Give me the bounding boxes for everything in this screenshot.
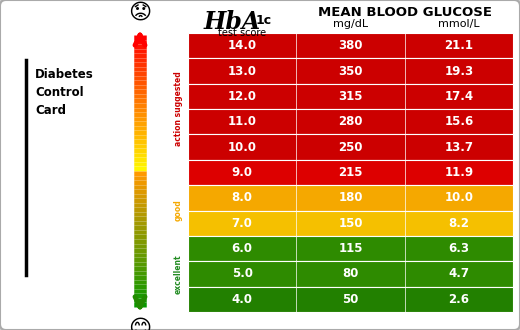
Bar bbox=[188, 185, 513, 211]
Text: 215: 215 bbox=[338, 166, 363, 179]
Text: 13.7: 13.7 bbox=[444, 141, 473, 154]
Text: HbA: HbA bbox=[203, 10, 261, 34]
Text: 315: 315 bbox=[338, 90, 363, 103]
Text: 😊: 😊 bbox=[128, 319, 152, 330]
Text: 10.0: 10.0 bbox=[444, 191, 473, 204]
Text: 11.0: 11.0 bbox=[228, 115, 257, 128]
Text: 5.0: 5.0 bbox=[232, 267, 253, 280]
Text: 8.2: 8.2 bbox=[448, 217, 470, 230]
Bar bbox=[188, 287, 513, 312]
Text: action suggested: action suggested bbox=[174, 72, 183, 147]
Text: 1c: 1c bbox=[255, 14, 271, 27]
Text: 8.0: 8.0 bbox=[232, 191, 253, 204]
Text: 15.6: 15.6 bbox=[444, 115, 473, 128]
Text: mg/dL: mg/dL bbox=[333, 19, 368, 29]
Bar bbox=[188, 33, 513, 58]
Text: 14.0: 14.0 bbox=[228, 39, 257, 52]
Text: 350: 350 bbox=[338, 65, 363, 78]
Text: 13.0: 13.0 bbox=[228, 65, 257, 78]
Text: MEAN BLOOD GLUCOSE: MEAN BLOOD GLUCOSE bbox=[318, 6, 492, 19]
Text: 6.0: 6.0 bbox=[232, 242, 253, 255]
Text: 10.0: 10.0 bbox=[228, 141, 257, 154]
Text: 2.6: 2.6 bbox=[448, 293, 470, 306]
Bar bbox=[188, 84, 513, 109]
Text: 180: 180 bbox=[338, 191, 363, 204]
Bar bbox=[188, 160, 513, 185]
Text: 9.0: 9.0 bbox=[232, 166, 253, 179]
Text: 115: 115 bbox=[338, 242, 363, 255]
Text: 150: 150 bbox=[338, 217, 363, 230]
Bar bbox=[188, 261, 513, 287]
Text: good: good bbox=[174, 200, 183, 221]
Text: 7.0: 7.0 bbox=[232, 217, 253, 230]
Bar bbox=[188, 211, 513, 236]
Text: excellent: excellent bbox=[174, 254, 183, 294]
Text: 380: 380 bbox=[338, 39, 363, 52]
Text: 250: 250 bbox=[338, 141, 363, 154]
Text: 11.9: 11.9 bbox=[444, 166, 473, 179]
Text: 80: 80 bbox=[342, 267, 359, 280]
Text: 😟: 😟 bbox=[128, 3, 152, 23]
Bar bbox=[188, 109, 513, 134]
Bar bbox=[188, 236, 513, 261]
Text: 12.0: 12.0 bbox=[228, 90, 257, 103]
Text: 4.7: 4.7 bbox=[448, 267, 470, 280]
Text: 6.3: 6.3 bbox=[448, 242, 470, 255]
Text: 21.1: 21.1 bbox=[444, 39, 473, 52]
Text: 280: 280 bbox=[338, 115, 363, 128]
Bar bbox=[188, 58, 513, 84]
Text: test score: test score bbox=[218, 28, 266, 38]
Text: mmol/L: mmol/L bbox=[438, 19, 479, 29]
Text: Diabetes
Control
Card: Diabetes Control Card bbox=[35, 68, 94, 117]
Text: 4.0: 4.0 bbox=[232, 293, 253, 306]
Text: 50: 50 bbox=[342, 293, 359, 306]
Bar bbox=[188, 134, 513, 160]
Text: 19.3: 19.3 bbox=[444, 65, 473, 78]
Text: 17.4: 17.4 bbox=[444, 90, 473, 103]
